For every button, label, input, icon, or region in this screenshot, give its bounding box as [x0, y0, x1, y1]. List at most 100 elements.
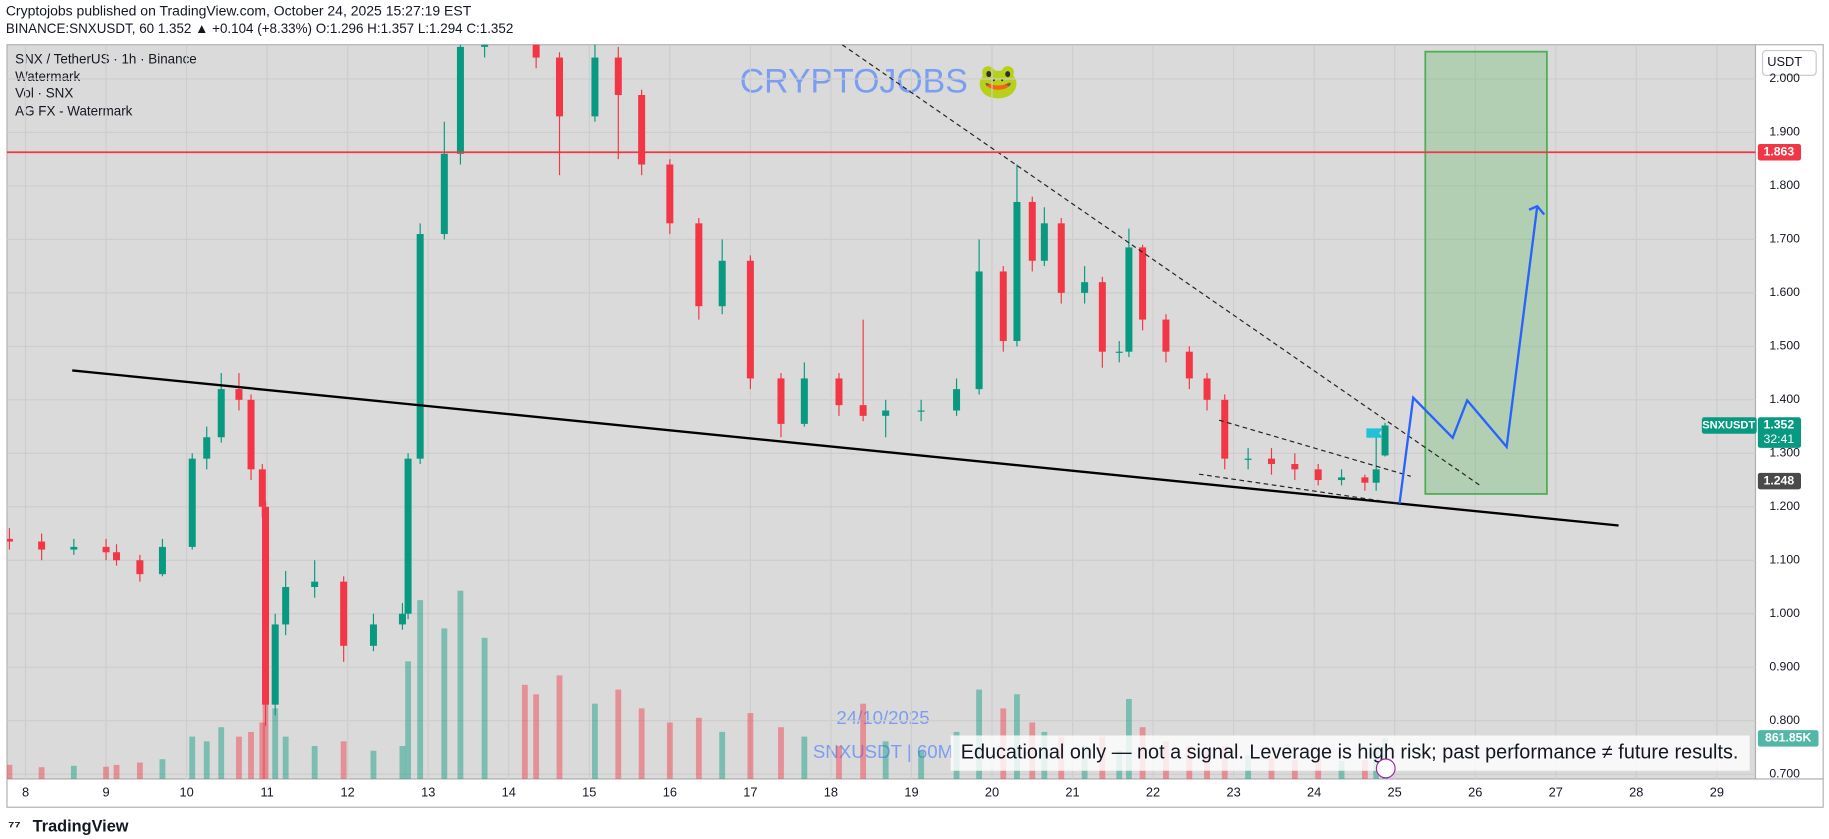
y-tick-label: 1.300 — [1769, 446, 1800, 460]
candle-body — [70, 546, 78, 550]
volume-bar — [882, 741, 889, 779]
volume-bar — [615, 689, 622, 779]
volume-bar — [189, 736, 196, 779]
volume-bar — [262, 675, 269, 779]
volume-tag-label: 861.85K — [1765, 731, 1811, 745]
candle-body — [1081, 282, 1089, 293]
volume-bar — [778, 727, 784, 779]
x-tick-label: 11 — [260, 784, 273, 799]
candle-body — [975, 271, 983, 390]
y-tick-label: 2.000 — [1769, 71, 1800, 85]
candle-body — [102, 546, 110, 553]
volume-bar — [370, 750, 377, 779]
candle-body — [1040, 223, 1048, 261]
volume-bar — [747, 713, 754, 779]
volume-bar — [836, 746, 842, 779]
candle-body — [695, 223, 703, 307]
candle-body — [404, 458, 412, 614]
x-tick-label: 26 — [1468, 784, 1482, 799]
candle-body — [271, 624, 279, 705]
candle-body — [1381, 425, 1389, 456]
candle-body — [835, 378, 843, 406]
x-tick-label: 28 — [1629, 784, 1643, 799]
x-tick-label: 19 — [904, 784, 918, 799]
target-box — [1424, 50, 1548, 495]
candle-body — [556, 57, 563, 117]
price-tag — [1757, 417, 1802, 448]
y-tick-label: 1.200 — [1769, 499, 1800, 513]
price-axis — [1754, 44, 1824, 780]
x-tick-label: 12 — [341, 784, 355, 799]
x-tick-label: 17 — [743, 784, 757, 799]
candle-body — [398, 613, 406, 625]
candle-body — [1338, 477, 1346, 481]
price-line-label: 1.863 — [1764, 144, 1795, 158]
watermark-date: 24/10/2025 — [836, 707, 929, 728]
candle-body — [614, 57, 622, 95]
volume-bar — [6, 764, 13, 779]
disclaimer-box — [950, 735, 1750, 771]
candle-body — [532, 44, 540, 58]
volume-bar — [556, 675, 563, 779]
flag — [1366, 428, 1383, 438]
candle-body — [158, 546, 166, 575]
candle-body — [282, 586, 290, 625]
candle-body — [262, 506, 270, 705]
header-line2: BINANCE:SNXUSDT, 60 1.352 ▲ +0.104 (+8.3… — [6, 21, 513, 36]
x-tick-label: 24 — [1307, 784, 1321, 799]
trend-line — [1198, 473, 1400, 505]
candle-body — [1139, 247, 1147, 320]
volume-bar — [311, 746, 318, 779]
volume-bar — [399, 746, 406, 779]
candle-body — [1291, 463, 1299, 470]
currency-button[interactable] — [1761, 50, 1817, 76]
candle-body — [311, 581, 319, 587]
candle-body — [38, 541, 46, 550]
volume-bar — [918, 750, 925, 779]
candle-body — [1372, 469, 1380, 483]
volume-bar — [282, 736, 289, 779]
disclaimer: Educational only — not a signal. Leverag… — [961, 741, 1739, 763]
volume-bar — [592, 703, 598, 779]
volume-bar — [70, 765, 77, 779]
x-tick-label: 9 — [102, 784, 109, 799]
x-tick-label: 8 — [22, 784, 29, 799]
x-tick-label: 22 — [1146, 784, 1160, 799]
x-tick-label: 23 — [1226, 784, 1240, 799]
candle-body — [859, 405, 867, 416]
x-tick-label: 20 — [985, 784, 999, 799]
event-icon[interactable] — [1375, 758, 1396, 779]
volume-bar — [638, 708, 645, 779]
candle-body — [1162, 319, 1170, 352]
x-tick-label: 27 — [1549, 784, 1563, 799]
currency-label[interactable]: USDT — [1767, 54, 1802, 69]
candle-body — [718, 260, 726, 307]
volume-bar — [159, 759, 166, 779]
volume-tag — [1757, 730, 1819, 747]
volume-bar — [38, 767, 45, 779]
candle-body — [440, 153, 448, 235]
volume-bar — [417, 600, 424, 779]
candle-body — [217, 389, 225, 438]
price-tag — [1757, 472, 1802, 490]
x-tick-label: 21 — [1065, 784, 1079, 799]
price-line-tag — [1757, 143, 1802, 161]
legend-item: Watermark — [15, 69, 80, 84]
volume-bar — [113, 764, 120, 779]
candle-body — [882, 410, 890, 416]
volume-bar — [236, 736, 242, 779]
volume-bar — [259, 722, 266, 779]
candle-body — [777, 378, 785, 424]
volume-bar — [203, 741, 210, 779]
trend-line — [841, 44, 1480, 486]
volume-bar — [272, 708, 279, 779]
volume-bar — [441, 628, 448, 779]
watermark-brand: CRYPTOJOBS 🐸 — [740, 62, 1020, 100]
volume-bar — [457, 590, 464, 779]
logo-icon: ⁷⁷ — [8, 818, 21, 835]
volume-bar — [860, 703, 867, 779]
plot-layer — [6, 44, 1756, 779]
y-tick-label: 1.400 — [1769, 392, 1800, 406]
projection-arrowhead — [1528, 204, 1546, 216]
